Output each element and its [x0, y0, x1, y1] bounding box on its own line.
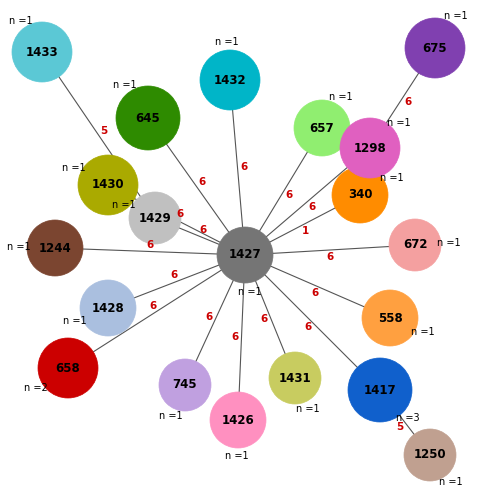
Text: n =1: n =1 — [329, 92, 352, 102]
Text: 558: 558 — [378, 311, 402, 325]
Text: n =1: n =1 — [380, 173, 404, 183]
Circle shape — [129, 192, 181, 244]
Text: 6: 6 — [149, 300, 156, 310]
Text: 658: 658 — [56, 361, 80, 375]
Text: 6: 6 — [304, 322, 311, 333]
Text: 6: 6 — [286, 190, 293, 200]
Text: 1250: 1250 — [414, 448, 446, 461]
Text: 1432: 1432 — [214, 73, 246, 87]
Text: 6: 6 — [327, 252, 334, 262]
Text: n =1: n =1 — [238, 287, 262, 297]
Text: 1427: 1427 — [228, 248, 262, 261]
Text: n =2: n =2 — [24, 384, 48, 394]
Text: 340: 340 — [348, 189, 372, 201]
Text: n =1: n =1 — [215, 37, 238, 47]
Circle shape — [405, 18, 465, 78]
Text: n =1: n =1 — [62, 163, 86, 173]
Text: 1433: 1433 — [26, 46, 58, 58]
Text: n =1: n =1 — [387, 118, 410, 128]
Text: n =1: n =1 — [439, 477, 462, 487]
Text: n =1: n =1 — [62, 316, 86, 326]
Text: 6: 6 — [404, 97, 412, 107]
Text: 5: 5 — [100, 126, 108, 136]
Text: n =1: n =1 — [9, 15, 32, 26]
Text: n =1: n =1 — [437, 238, 461, 248]
Circle shape — [80, 280, 136, 336]
Text: 5: 5 — [396, 422, 403, 432]
Circle shape — [389, 219, 441, 271]
Text: 675: 675 — [422, 42, 448, 54]
Text: 6: 6 — [198, 177, 206, 188]
Text: 672: 672 — [403, 239, 427, 251]
Text: 657: 657 — [310, 121, 334, 135]
Text: n =1: n =1 — [159, 411, 182, 421]
Text: n =1: n =1 — [411, 327, 435, 338]
Text: 6: 6 — [176, 209, 184, 219]
Text: 1428: 1428 — [92, 301, 124, 314]
Text: 1244: 1244 — [38, 242, 72, 254]
Circle shape — [38, 338, 98, 398]
Circle shape — [404, 429, 456, 481]
Text: 1430: 1430 — [92, 179, 124, 192]
Circle shape — [12, 22, 72, 82]
Text: n =1: n =1 — [224, 451, 248, 461]
Circle shape — [210, 392, 266, 448]
Circle shape — [116, 86, 180, 150]
Text: 1298: 1298 — [354, 142, 386, 154]
Circle shape — [217, 227, 273, 283]
Text: 6: 6 — [170, 270, 177, 280]
Text: n =1: n =1 — [113, 80, 136, 91]
Circle shape — [332, 167, 388, 223]
Text: 6: 6 — [260, 314, 267, 324]
Circle shape — [200, 50, 260, 110]
Text: 6: 6 — [205, 312, 212, 322]
Text: n =1: n =1 — [112, 200, 136, 210]
Text: n =1: n =1 — [296, 404, 320, 414]
Text: n =1: n =1 — [444, 11, 468, 21]
Circle shape — [159, 359, 211, 411]
Circle shape — [348, 358, 412, 422]
Circle shape — [78, 155, 138, 215]
Text: 645: 645 — [136, 111, 160, 125]
Circle shape — [362, 290, 418, 346]
Text: n =1: n =1 — [7, 242, 31, 251]
Text: 1429: 1429 — [138, 211, 172, 225]
Text: 6: 6 — [231, 332, 238, 342]
Circle shape — [269, 352, 321, 404]
Circle shape — [340, 118, 400, 178]
Text: 6: 6 — [241, 162, 248, 172]
Text: 6: 6 — [146, 240, 154, 249]
Text: 1417: 1417 — [364, 384, 396, 396]
Text: 6: 6 — [308, 202, 316, 212]
Text: 6: 6 — [199, 225, 206, 235]
Text: 1426: 1426 — [222, 413, 254, 427]
Text: 1: 1 — [302, 226, 310, 236]
Text: 6: 6 — [311, 288, 318, 298]
Text: 745: 745 — [172, 379, 198, 392]
Text: n =3: n =3 — [396, 413, 420, 423]
Circle shape — [27, 220, 83, 276]
Text: 1431: 1431 — [278, 372, 312, 385]
Circle shape — [294, 100, 350, 156]
